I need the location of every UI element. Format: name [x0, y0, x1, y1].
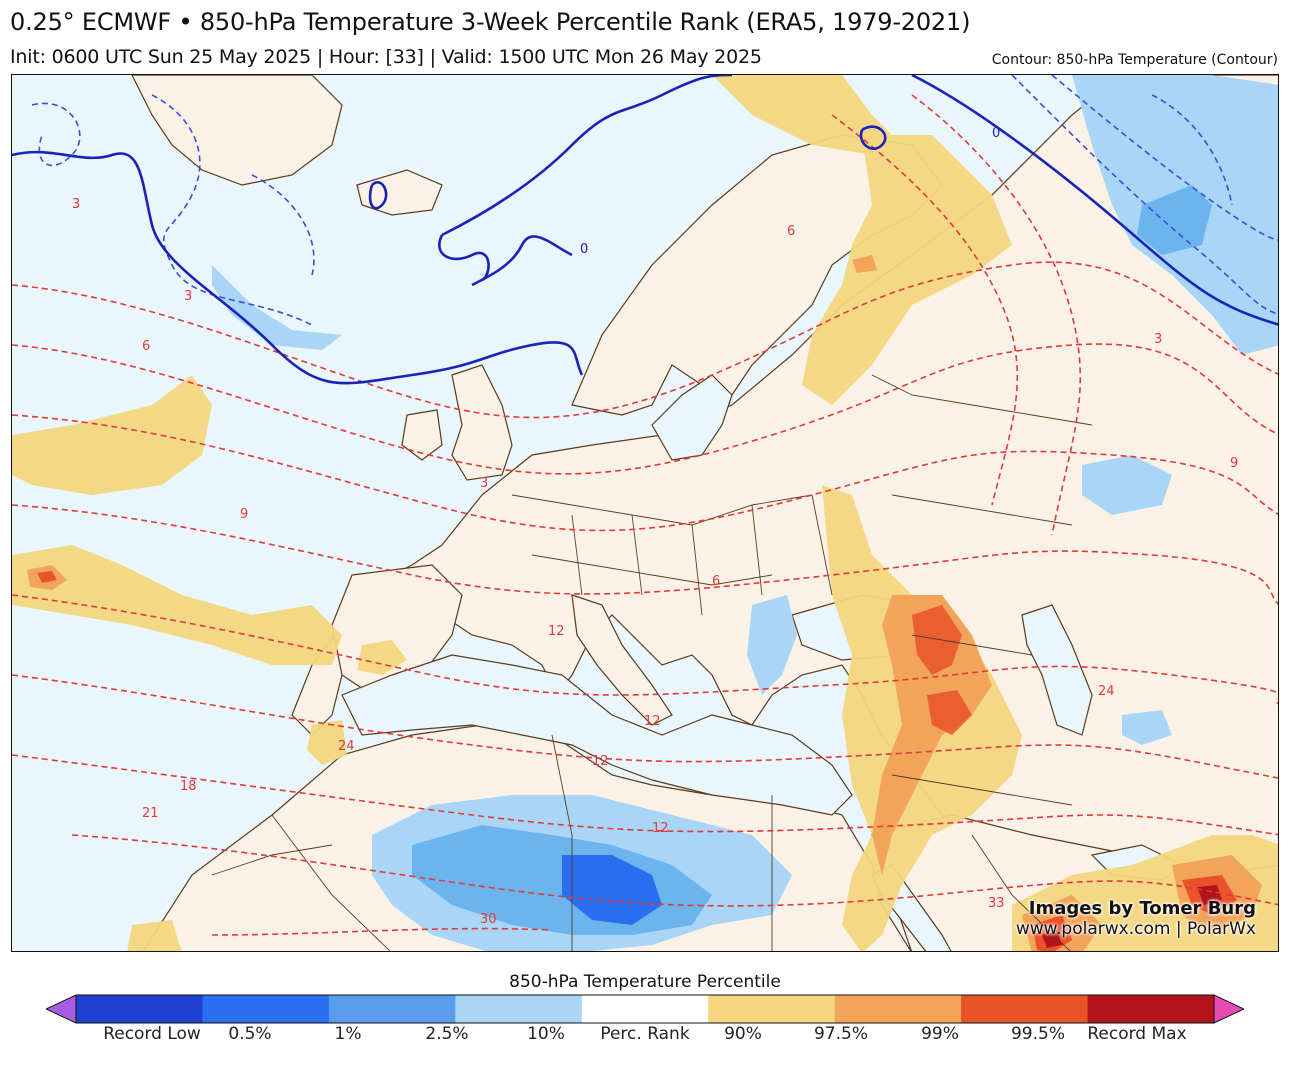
credit-website: www.polarwx.com | PolarWx — [1015, 919, 1256, 939]
map-panel: 3 3 3 3 6 6 6 9 9 12 12 12 12 18 21 24 2… — [11, 74, 1279, 952]
colorbar-label: 90% — [724, 1024, 762, 1044]
great-britain — [451, 364, 513, 481]
cold-anomalies — [212, 75, 1278, 951]
colorbar-segment — [455, 995, 583, 1023]
contour-label: 9 — [1230, 456, 1238, 471]
colorbar-label: Record Max — [1087, 1024, 1187, 1044]
contour-label: 9 — [240, 507, 248, 522]
contour-label: 6 — [712, 574, 720, 589]
contour-note: Contour: 850-hPa Temperature (Contour) — [991, 52, 1278, 68]
contour-label: 12 — [644, 714, 661, 729]
colorbar-label: Perc. Rank — [600, 1024, 690, 1044]
contour-label: 3 — [184, 289, 192, 304]
contour-label: 18 — [180, 779, 197, 794]
contour-label: 3 — [1154, 332, 1162, 347]
colorbar-segment — [76, 995, 203, 1023]
legend-title: 850-hPa Temperature Percentile — [509, 972, 781, 992]
colorbar-label: 99% — [921, 1024, 959, 1044]
colorbar-segment — [961, 995, 1089, 1023]
contour-label: 30 — [480, 912, 497, 927]
contour-label: 6 — [142, 339, 150, 354]
cold-contours — [31, 75, 1278, 326]
colorbar-frame — [75, 994, 1215, 1024]
land-areas — [131, 75, 1278, 951]
colorbar-label: 97.5% — [813, 1024, 869, 1044]
map-svg: 3 3 3 3 6 6 6 9 9 12 12 12 12 18 21 24 2… — [12, 75, 1278, 951]
baltic-sea — [651, 374, 733, 461]
mediterranean-sea — [341, 654, 853, 816]
contour-label: 33 — [988, 896, 1005, 911]
chart-title: 0.25° ECMWF • 850-hPa Temperature 3-Week… — [10, 8, 971, 36]
colorbar-min-arrow — [46, 994, 77, 1024]
colorbar-segments — [46, 994, 1244, 1024]
chart-subtitle: Init: 0600 UTC Sun 25 May 2025 | Hour: [… — [10, 46, 762, 68]
italy — [571, 594, 673, 726]
warm-anomalies — [12, 75, 1278, 951]
contour-label-zero: 0 — [580, 242, 588, 257]
contour-label-zero: 0 — [992, 126, 1000, 141]
warm-contours — [12, 94, 1278, 936]
contour-labels: 3 3 3 3 6 6 6 9 9 12 12 12 12 18 21 24 2… — [72, 126, 1238, 927]
contour-label: 6 — [787, 224, 795, 239]
eurasia — [291, 75, 1278, 951]
contour-label: 12 — [652, 821, 669, 836]
colorbar-segment — [708, 995, 836, 1023]
contour-label: 24 — [338, 739, 355, 754]
colorbar-label: 99.5% — [1010, 1024, 1066, 1044]
contour-label: 12 — [592, 754, 609, 769]
zero-isotherm — [12, 75, 1278, 385]
contour-label: 21 — [142, 806, 159, 821]
country-borders — [211, 374, 1093, 951]
contour-label: 24 — [1098, 684, 1115, 699]
colorbar-labels: Record Low 0.5% 1% 2.5% 10% Perc. Rank 9… — [0, 1024, 1290, 1052]
greenland — [131, 75, 343, 186]
credit-author: Images by Tomer Burg — [1028, 898, 1256, 919]
colorbar-label: 1% — [334, 1024, 362, 1044]
colorbar-label: 10% — [527, 1024, 565, 1044]
colorbar-segment — [834, 995, 962, 1023]
colorbar-segment — [1087, 995, 1215, 1023]
colorbar — [46, 994, 1244, 1024]
colorbar-max-arrow — [1213, 994, 1244, 1024]
contour-label: 12 — [548, 624, 565, 639]
ireland — [401, 409, 443, 461]
colorbar-segment — [202, 995, 330, 1023]
colorbar-segment — [581, 995, 709, 1023]
contour-label: 3 — [480, 476, 488, 491]
contour-label: 3 — [72, 197, 80, 212]
colorbar-segment — [328, 995, 456, 1023]
colorbar-label: 2.5% — [425, 1024, 469, 1044]
colorbar-label: Record Low — [103, 1024, 201, 1044]
colorbar-label: 0.5% — [228, 1024, 272, 1044]
credits: Images by Tomer Burg www.polarwx.com | P… — [1016, 898, 1256, 939]
